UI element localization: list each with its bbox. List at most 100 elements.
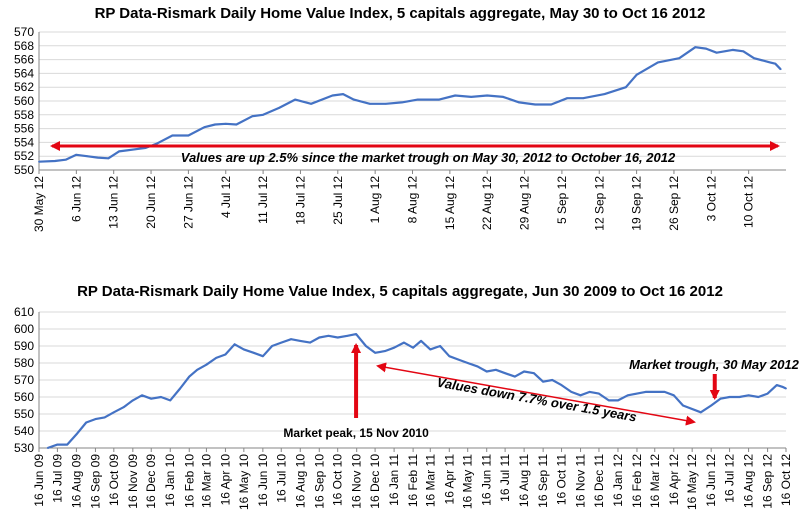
chart1-data-point (368, 102, 371, 105)
chart2-data-point (644, 391, 647, 393)
chart2-data-point (607, 399, 610, 402)
chart2-x-tick-label: 16 Dec 10 (368, 454, 382, 509)
chart1-annotation-text: Values are up 2.5% since the market trou… (181, 150, 676, 165)
chart2-data-point (318, 336, 321, 339)
chart2-data-point (112, 411, 115, 414)
chart1-title: RP Data-Rismark Daily Home Value Index, … (94, 5, 706, 22)
chart2-data-point (179, 387, 181, 390)
chart1-x-tick-label: 4 Jul 12 (219, 176, 233, 218)
chart2-y-tick-label: 590 (14, 339, 34, 353)
chart2-data-point (738, 396, 741, 398)
chart2-data-point (141, 394, 143, 397)
chart2-data-point (160, 396, 162, 398)
chart1-x-tick-label: 5 Sep 12 (555, 176, 569, 224)
chart1-x-tick-label: 22 Aug 12 (480, 176, 494, 230)
chart2-data-point (598, 392, 600, 395)
chart2-data-point (412, 346, 415, 349)
chart1-data-point (187, 134, 190, 137)
chart2-y-tick-label: 530 (14, 441, 34, 455)
chart2-data-point (309, 341, 311, 344)
chart2-x-tick-label: 16 Feb 10 (182, 454, 196, 508)
chart2-data-point (663, 391, 666, 393)
chart1-data-point (171, 134, 174, 137)
chart2-data-point (85, 421, 88, 424)
chart1-y-tick-label: 556 (14, 122, 34, 136)
chart2-data-point (588, 391, 591, 393)
chart1-data-point (331, 94, 334, 97)
chart2-data-point (355, 333, 357, 335)
chart2-y-tick-label: 580 (14, 356, 34, 370)
chart1-data-point (278, 107, 281, 109)
chart1-data-point (731, 49, 734, 51)
chart2-x-tick-label: 16 Aug 11 (517, 454, 531, 507)
chart2-data-point (403, 341, 405, 344)
chart1-data-point (694, 46, 697, 49)
chart1-data-point (486, 94, 489, 97)
chart1-y-tick-label: 562 (14, 80, 34, 94)
chart2-x-tick-label: 16 Jul 11 (498, 454, 512, 502)
chart2-x-tick-label: 16 Nov 10 (350, 454, 364, 509)
chart1-x-tick-label: 1 Aug 12 (368, 176, 382, 224)
chart2-x-tick-label: 16 Jun 12 (704, 454, 718, 507)
chart2-data-point (103, 416, 106, 419)
chart2-title: RP Data-Rismark Daily Home Value Index, … (77, 283, 723, 300)
chart1-data-point (342, 93, 345, 95)
chart1-data-point (96, 156, 99, 159)
chart2-data-point (542, 380, 545, 383)
chart1-data-point (769, 61, 771, 64)
chart2-data-point (429, 348, 432, 351)
chart2-data-point (766, 392, 769, 395)
chart1-data-point (224, 122, 227, 125)
chart2-x-tick-label: 16 Aug 12 (742, 454, 756, 508)
chart1-y-tick-label: 558 (14, 108, 34, 122)
chart1-x-tick-label: 26 Sep 12 (667, 176, 681, 231)
chart2-x-tick-label: 16 Sep 10 (312, 454, 326, 509)
chart2-data-point (476, 365, 479, 368)
chart2-data-point (364, 345, 367, 347)
chart1-y-tick-label: 570 (14, 25, 34, 39)
chart2-data-point (205, 363, 208, 366)
chart2-x-tick-label: 16 Feb 11 (406, 454, 420, 507)
chart2-x-tick-label: 16 Jun 11 (480, 454, 494, 506)
chart2-x-tick-label: 16 May 12 (685, 454, 699, 510)
chart2-data-point (785, 387, 787, 390)
chart1-data-point (705, 47, 707, 50)
chart1-y-tick-label: 566 (14, 53, 34, 67)
chart2-data-point (215, 357, 218, 359)
chart1-data-point (657, 61, 659, 64)
chart2-data-point (448, 355, 451, 358)
chart2-y-tick-label: 560 (14, 390, 34, 404)
chart2-data-point (672, 394, 675, 397)
chart1-x-tick-label: 25 Jul 12 (331, 176, 345, 225)
chart2-data-point (495, 368, 497, 371)
chart1-data-point (54, 160, 56, 162)
chart2-data-point (188, 375, 191, 378)
chart2-y-tick-label: 540 (14, 424, 34, 438)
chart1-x-tick-label: 12 Sep 12 (592, 176, 606, 231)
chart1-data-point (38, 160, 40, 163)
chart2-data-point (46, 447, 49, 449)
chart1-data-point (566, 97, 569, 100)
chart2-data-point (393, 346, 396, 349)
chart2-data-point (224, 353, 227, 356)
chart2-data-point (252, 351, 255, 354)
chart2-data-point (699, 411, 702, 414)
chart2-data-point (747, 394, 750, 397)
chart2-y-tick-label: 550 (14, 407, 34, 421)
chart1-data-point (678, 57, 681, 60)
chart2-x-tick-label: 16 Sep 11 (536, 454, 550, 508)
chart1-data-point (310, 102, 313, 105)
chart2-x-tick-label: 16 May 10 (237, 454, 251, 510)
chart2-data-point (570, 391, 573, 393)
chart2-data-point (636, 392, 638, 395)
chart1-data-point (454, 94, 457, 97)
chart1-data-point (64, 158, 67, 161)
chart2-data-point (653, 391, 656, 393)
chart2-data-point (336, 336, 339, 339)
chart2-data-point (728, 396, 731, 398)
chart1-x-tick-label: 15 Aug 12 (443, 176, 457, 230)
chart2-x-tick-label: 16 Aug 09 (69, 454, 83, 508)
chart2-x-tick-label: 16 Aug 10 (293, 454, 307, 508)
chart2-data-point (280, 341, 283, 344)
